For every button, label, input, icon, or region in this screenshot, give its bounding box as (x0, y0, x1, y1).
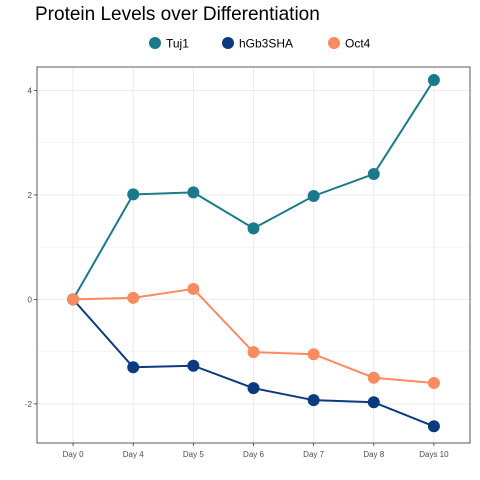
data-point-oct4 (307, 348, 320, 361)
data-point-hgb3sha (187, 359, 200, 372)
y-tick-label: 2 (28, 191, 33, 200)
legend-key-tuj1 (149, 37, 161, 49)
x-tick-label: Days 10 (419, 450, 449, 459)
legend-key-hgb3sha (222, 37, 234, 49)
x-tick-label: Day 4 (123, 450, 144, 459)
y-tick-label: -2 (25, 400, 33, 409)
plot-area: -2 0 2 4 Day 0 Day 4 Day 5 Day 6 Day 7 Day 8 Days … (25, 66, 471, 459)
legend: Tuj1 hGb3SHA Oct4 (149, 37, 371, 51)
data-point-hgb3sha (307, 394, 320, 407)
data-point-tuj1 (427, 74, 440, 87)
data-point-oct4 (367, 371, 380, 384)
chart-title: Protein Levels over Differentiation (35, 4, 320, 25)
legend-key-oct4 (328, 37, 340, 49)
x-tick-label: Day 8 (363, 450, 384, 459)
x-tick-label: Day 5 (183, 450, 204, 459)
data-point-hgb3sha (247, 382, 260, 395)
y-tick-label: 4 (28, 87, 33, 96)
data-point-tuj1 (127, 188, 140, 201)
data-point-tuj1 (187, 186, 200, 199)
data-point-tuj1 (307, 189, 320, 202)
data-point-oct4 (67, 293, 80, 306)
y-tick-label: 0 (28, 295, 33, 304)
data-point-tuj1 (367, 168, 380, 181)
data-point-oct4 (247, 346, 260, 359)
data-point-hgb3sha (427, 420, 440, 433)
data-point-hgb3sha (127, 361, 140, 374)
legend-label-hgb3sha: hGb3SHA (239, 37, 293, 51)
data-point-hgb3sha (367, 396, 380, 409)
legend-label-tuj1: Tuj1 (166, 37, 189, 51)
data-point-oct4 (187, 282, 200, 295)
data-point-tuj1 (247, 222, 260, 235)
data-point-oct4 (127, 291, 140, 304)
data-point-oct4 (427, 376, 440, 389)
legend-label-oct4: Oct4 (345, 37, 371, 51)
x-tick-label: Day 6 (243, 450, 264, 459)
x-tick-label: Day 0 (63, 450, 84, 459)
x-tick-label: Day 7 (303, 450, 324, 459)
